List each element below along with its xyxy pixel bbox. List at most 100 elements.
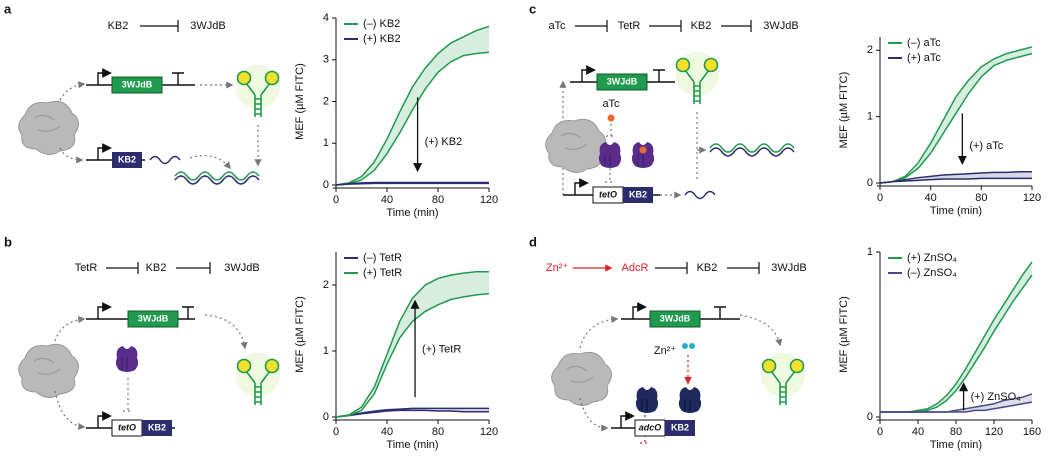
annotation: (+) ZnSO₄ <box>971 391 1022 403</box>
gene-label: 3WJdB <box>138 313 169 323</box>
series-line <box>879 170 1032 184</box>
legend-label: (–) TetR <box>363 252 402 264</box>
promoter <box>98 416 110 428</box>
circuit-node: KB2 <box>691 20 712 32</box>
x-tick-label: 120 <box>985 426 1003 438</box>
y-axis-label: MEF (µM FITC) <box>294 63 306 140</box>
legend-label: (–) ZnSO₄ <box>907 267 957 279</box>
y-tick-label: 4 <box>323 12 329 24</box>
inhibition <box>727 262 760 274</box>
x-tick-label: 80 <box>950 426 962 438</box>
gene <box>112 152 142 168</box>
terminator <box>181 306 195 320</box>
gene-label: KB2 <box>118 154 136 164</box>
gene <box>127 310 179 328</box>
gene-label: 3WJdB <box>607 76 638 86</box>
diagram-d: d Zn²⁺ AdcR KB2 3WJdB 3WJdB Zn²⁺ adcO KB… <box>529 234 807 444</box>
series-line <box>335 181 489 186</box>
gene-label: 3WJdB <box>122 79 153 89</box>
y-tick-label: 0 <box>323 179 329 191</box>
annotation: (+) TetR <box>422 343 461 355</box>
operator-label: tetO <box>118 422 136 432</box>
adcr-protein <box>635 386 659 414</box>
series-line <box>335 409 489 418</box>
diagram-b: b TetR KB2 3WJdB 3WJdB tetO KB2 <box>4 234 281 437</box>
x-tick-label: 120 <box>480 426 498 438</box>
x-tick-label: 0 <box>877 426 883 438</box>
circuit-node: aTc <box>548 20 566 32</box>
y-tick-label: 2 <box>323 279 329 291</box>
y-axis-label: MEF (µM FITC) <box>294 296 306 373</box>
gene-label: KB2 <box>629 189 647 199</box>
inhibition <box>575 20 608 32</box>
arrow <box>54 390 86 431</box>
x-axis-label: Time (min) <box>386 207 438 219</box>
legend-label: (+) aTc <box>907 52 941 64</box>
inhibition <box>605 168 615 183</box>
annotation: (+) aTc <box>969 140 1003 152</box>
inducer-label: aTc <box>602 98 620 110</box>
rna-duplex <box>709 143 795 157</box>
diagram-c: c aTc TetR KB2 3WJdB 3WJdB aTc tetO KB2 <box>529 1 799 204</box>
gene-label: KB2 <box>148 422 166 432</box>
y-tick-label: 1 <box>323 137 329 149</box>
x-axis-label: Time (min) <box>930 205 982 217</box>
arrow <box>204 314 248 350</box>
arrow <box>579 397 609 432</box>
legend-label: (–) KB2 <box>363 18 400 30</box>
atc-molecule <box>607 114 615 122</box>
circuit-node: TetR <box>75 262 98 274</box>
gene <box>623 187 653 203</box>
series-line <box>880 401 1033 413</box>
x-tick-label: 0 <box>333 194 339 206</box>
gene-label: 3WJdB <box>660 313 691 323</box>
x-tick-label: 40 <box>912 426 924 438</box>
y-axis-label: MEF (µM FITC) <box>838 72 850 149</box>
y-axis-label: MEF (µM FITC) <box>838 296 850 373</box>
panel-label: a <box>4 1 12 16</box>
inhibition <box>176 262 211 274</box>
panel-label: d <box>529 234 537 249</box>
y-tick-label: 1 <box>323 345 329 357</box>
promoter <box>575 183 587 195</box>
x-tick-label: 80 <box>432 426 444 438</box>
y-tick-label: 2 <box>323 95 329 107</box>
circuit-node: Zn²⁺ <box>546 262 569 274</box>
rna-aptamer <box>235 352 281 406</box>
x-axis-label: Time (min) <box>386 439 438 451</box>
y-tick-label: 0 <box>867 177 873 189</box>
operator-label: adcO <box>639 422 662 432</box>
cell-extract <box>18 343 80 399</box>
series-line <box>335 25 490 186</box>
terminator <box>652 69 666 83</box>
y-tick-label: 0 <box>323 411 329 423</box>
inhibition <box>140 20 179 32</box>
gene <box>142 420 172 436</box>
circuit-node: 3WJdB <box>224 262 259 274</box>
x-tick-label: 80 <box>432 194 444 206</box>
atc-molecule <box>639 146 647 154</box>
circuit-node: 3WJdB <box>763 20 798 32</box>
rna-duplex <box>174 171 260 185</box>
legend-label: (+) KB2 <box>363 33 401 45</box>
zinc-ion <box>682 343 688 349</box>
legend-label: (–) aTc <box>907 37 941 49</box>
circuit-node: KB2 <box>697 262 718 274</box>
promoter <box>582 70 594 82</box>
arrow <box>54 315 86 342</box>
panel-label: c <box>529 1 536 16</box>
y-tick-label: 1 <box>867 246 873 258</box>
zinc-ion <box>689 343 695 349</box>
x-axis-label: Time (min) <box>930 439 982 451</box>
gene <box>665 420 695 436</box>
x-tick-label: 120 <box>1023 192 1041 204</box>
tetr-protein <box>598 141 622 169</box>
gene <box>111 76 163 94</box>
series-line <box>879 177 1032 184</box>
chart: 0 1 0 40 80 120 160 Time (min) MEF (µM FITC) (+) … <box>838 246 1041 451</box>
inhibition <box>721 20 752 32</box>
rna-aptamer <box>760 352 806 406</box>
inhibition <box>640 415 650 444</box>
